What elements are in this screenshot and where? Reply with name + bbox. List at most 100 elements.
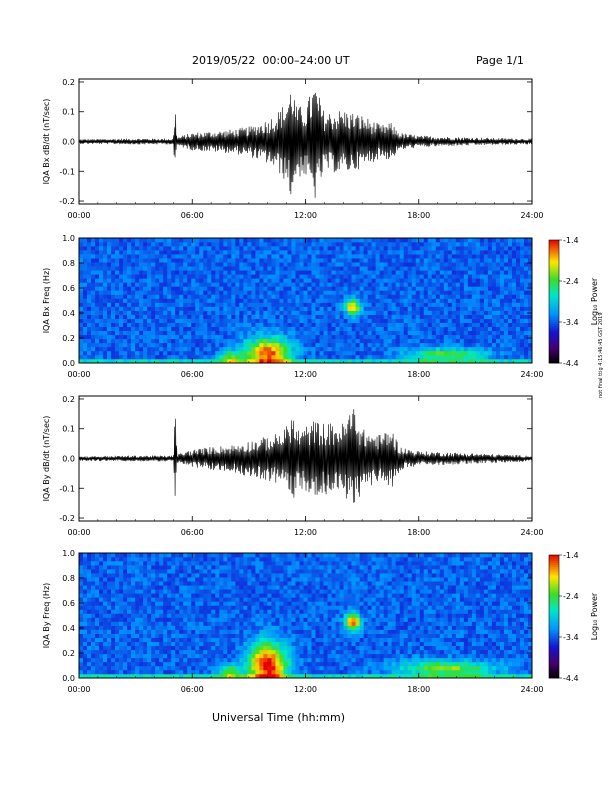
spectrogram-cell — [223, 629, 228, 634]
spectrogram-cell — [235, 302, 240, 307]
spectrogram-cell — [139, 593, 144, 598]
spectrogram-cell — [135, 637, 140, 643]
spectrogram-cell — [303, 262, 308, 267]
spectrogram-cell — [511, 246, 517, 251]
spectrogram-cell — [175, 306, 180, 311]
spectrogram-cell — [343, 314, 348, 319]
spectrogram-cell — [495, 246, 501, 251]
spectrogram-cell — [335, 274, 340, 279]
spectrogram-cell — [495, 326, 501, 332]
spectrogram-cell — [355, 290, 360, 295]
spectrogram-cell — [343, 354, 348, 360]
spectrogram-cell — [207, 238, 212, 243]
spectrogram-cell — [79, 238, 84, 243]
spectrogram-cell — [327, 318, 332, 323]
spectrogram-cell — [475, 310, 481, 315]
spectrogram-cell — [451, 290, 457, 295]
spectrogram-cell — [155, 621, 160, 626]
x-tick-label-1-3: 18:00 — [407, 370, 430, 379]
spectrogram-cell — [419, 282, 425, 287]
spectrogram-cell — [203, 601, 208, 606]
spectrogram-cell — [199, 262, 204, 267]
spectrogram-cell — [95, 338, 100, 344]
spectrogram-cell — [187, 278, 192, 283]
spectrogram-cell — [155, 346, 160, 352]
spectrogram-cell — [375, 302, 380, 307]
spectrogram-cell — [331, 246, 336, 251]
spectrogram-cell — [439, 358, 445, 364]
spectrogram-cell — [259, 290, 264, 295]
spectrogram-cell — [327, 342, 332, 348]
spectrogram-cell — [179, 589, 184, 594]
spectrogram-cell — [223, 653, 228, 659]
spectrogram-cell — [87, 242, 92, 247]
spectrogram-cell — [343, 322, 348, 328]
spectrogram-cell — [363, 274, 368, 279]
spectrogram-cell — [79, 665, 84, 671]
spectrogram-cell — [111, 262, 116, 267]
spectrogram-cell — [399, 322, 405, 328]
spectrogram-cell — [195, 326, 200, 332]
spectrogram-cell — [307, 298, 312, 303]
spectrogram-cell — [255, 326, 260, 332]
spectrogram-cell — [287, 282, 292, 287]
spectrogram-cell — [487, 342, 493, 348]
spectrogram-cell — [151, 613, 156, 618]
spectrogram-cell — [511, 350, 517, 356]
spectrogram-cell — [331, 290, 336, 295]
spectrogram-cell — [219, 605, 224, 610]
spectrogram-cell — [347, 270, 352, 275]
spectrogram-cell — [211, 358, 216, 364]
signal-trace-2 — [78, 409, 533, 503]
spectrogram-cell — [467, 346, 473, 352]
spectrogram-cell — [139, 605, 144, 610]
spectrogram-cell — [459, 326, 465, 332]
spectrogram-cell — [187, 354, 192, 360]
spectrogram-cell — [299, 346, 304, 352]
spectrogram-cell — [491, 254, 497, 259]
spectrogram-cell — [215, 557, 220, 562]
spectrogram-cell — [471, 262, 477, 267]
spectrogram-cell — [95, 262, 100, 267]
spectrogram-cell — [83, 358, 88, 364]
spectrogram-cell — [327, 350, 332, 356]
spectrogram-cell — [215, 334, 220, 340]
spectrogram-cell — [271, 250, 276, 255]
spectrogram-cell — [147, 238, 152, 243]
spectrogram-cell — [299, 262, 304, 267]
spectrogram-cell — [463, 350, 469, 356]
spectrogram-cell — [323, 254, 328, 259]
spectrogram-cell — [511, 282, 517, 287]
spectrogram-cell — [235, 609, 240, 614]
spectrogram-cell — [155, 262, 160, 267]
spectrogram-cell — [87, 641, 92, 647]
spectrogram-cell — [219, 561, 224, 566]
spectrogram-cell — [235, 561, 240, 566]
spectrogram-cell — [151, 286, 156, 291]
spectrogram-cell — [139, 625, 144, 630]
spectrogram-cell — [135, 318, 140, 323]
spectrogram-cell — [191, 270, 196, 275]
spectrogram-cell — [91, 326, 96, 332]
spectrogram-cell — [491, 334, 497, 340]
spectrogram-cell — [167, 673, 172, 679]
spectrogram-cell — [107, 657, 112, 663]
spectrogram-cell — [119, 350, 124, 356]
spectrogram-cell — [383, 342, 388, 348]
spectrogram-cell — [155, 306, 160, 311]
spectrogram-cell — [127, 569, 132, 574]
spectrogram-cell — [367, 326, 372, 332]
spectrogram-1 — [79, 238, 533, 364]
spectrogram-cell — [139, 246, 144, 251]
spectrogram-cell — [443, 358, 449, 364]
spectrogram-cell — [171, 633, 176, 638]
spectrogram-cell — [339, 262, 344, 267]
spectrogram-cell — [183, 258, 188, 263]
spectrogram-cell — [183, 561, 188, 566]
spectrogram-cell — [199, 653, 204, 659]
spectrogram-cell — [347, 354, 352, 360]
spectrogram-cell — [211, 314, 216, 319]
spectrogram-cell — [215, 649, 220, 655]
spectrogram-cell — [315, 290, 320, 295]
spectrogram-cell — [131, 581, 136, 586]
